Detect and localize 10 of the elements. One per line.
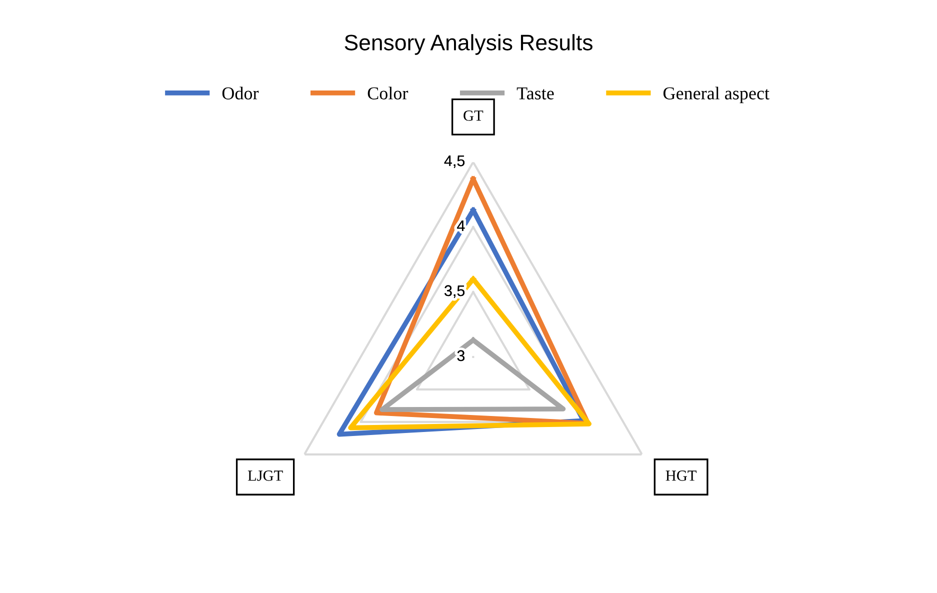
spoke-label: HGT [666, 470, 697, 481]
legend-label: General aspect [663, 86, 770, 104]
y-tick-label: 3 [457, 350, 465, 362]
y-tick-label: 4,5 [444, 156, 465, 168]
legend-label: Odor [222, 86, 259, 100]
legend-label: Taste [516, 87, 554, 100]
spoke-label: LJGT [248, 470, 283, 481]
spoke-label: GT [464, 110, 484, 121]
chart-title: Sensory Analysis Results [344, 34, 592, 55]
legend-label: Color [368, 86, 408, 100]
